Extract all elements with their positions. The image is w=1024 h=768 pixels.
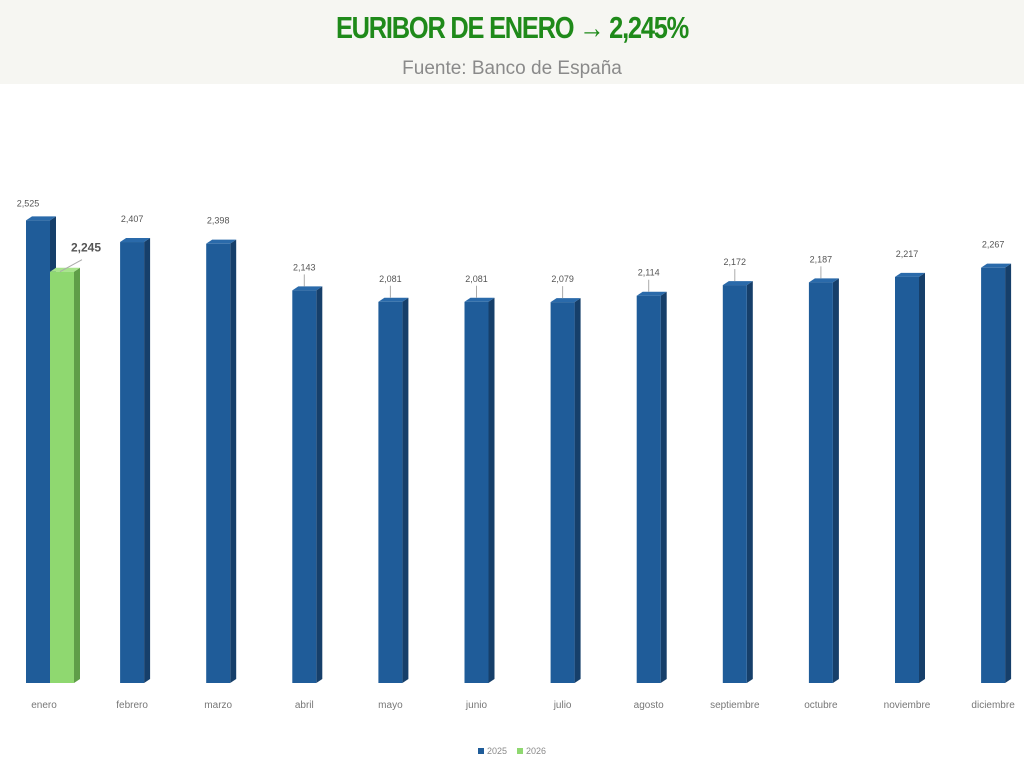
bar-chart: 2,525 2,245 enero 2,407 febrero 2,398 marzo 2,1… bbox=[17, 198, 1015, 711]
bar-2025-noviembre bbox=[895, 272, 925, 683]
data-label-2025-octubre: 2,187 bbox=[810, 254, 833, 264]
legend-label-2026: 2026 bbox=[526, 746, 547, 756]
chart-title: EURIBOR DE ENERO → 2,245% bbox=[335, 10, 689, 45]
data-label-2025-septiembre: 2,172 bbox=[724, 257, 747, 267]
data-label-2026-enero: 2,245 bbox=[71, 241, 101, 255]
data-label-2025-febrero: 2,407 bbox=[121, 214, 144, 224]
leader-line-2026-enero bbox=[59, 259, 83, 273]
chart-subtitle: Fuente: Banco de España bbox=[402, 58, 622, 79]
bar-2025-julio bbox=[550, 298, 581, 683]
legend-swatch-2025 bbox=[477, 748, 484, 754]
bar-2025-marzo bbox=[206, 239, 237, 683]
category-label-febrero: febrero bbox=[116, 700, 148, 711]
category-label-mayo: mayo bbox=[378, 700, 403, 711]
data-label-2025-agosto: 2,114 bbox=[638, 268, 660, 278]
data-label-2025-enero: 2,525 bbox=[17, 198, 40, 208]
category-label-enero: enero bbox=[31, 700, 57, 711]
legend-item-2026: 2026 bbox=[517, 746, 546, 756]
data-label-2025-abril: 2,143 bbox=[293, 262, 316, 272]
legend-swatch-2026 bbox=[517, 748, 523, 754]
category-label-agosto: agosto bbox=[634, 700, 664, 711]
category-label-junio: junio bbox=[465, 700, 488, 711]
bar-2025-septiembre bbox=[722, 281, 753, 683]
header-band bbox=[0, 0, 1024, 84]
data-label-2025-julio: 2,079 bbox=[551, 274, 574, 284]
chart-legend: 2025 2026 bbox=[0, 746, 1024, 756]
bar-2025-abril bbox=[292, 286, 323, 683]
bar-2025-junio bbox=[464, 297, 495, 683]
category-label-julio: julio bbox=[553, 700, 572, 711]
data-label-2025-marzo: 2,398 bbox=[207, 216, 230, 226]
category-label-noviembre: noviembre bbox=[884, 700, 931, 711]
category-label-abril: abril bbox=[295, 700, 314, 711]
legend-item-2025: 2025 bbox=[477, 746, 507, 756]
bar-2025-agosto bbox=[636, 291, 667, 683]
data-label-2025-noviembre: 2,217 bbox=[896, 249, 919, 259]
data-label-2025-mayo: 2,081 bbox=[379, 274, 402, 284]
category-label-septiembre: septiembre bbox=[710, 700, 760, 711]
bar-2026-enero bbox=[50, 267, 80, 683]
data-label-2025-diciembre: 2,267 bbox=[982, 240, 1005, 250]
legend-label-2025: 2025 bbox=[486, 746, 507, 756]
bar-2025-octubre bbox=[808, 278, 839, 683]
category-label-octubre: octubre bbox=[804, 700, 838, 711]
bar-2025-mayo bbox=[378, 297, 409, 683]
category-label-diciembre: diciembre bbox=[971, 700, 1015, 711]
bar-2025-diciembre bbox=[981, 263, 1012, 683]
bar-2025-febrero bbox=[120, 238, 151, 683]
category-label-marzo: marzo bbox=[204, 700, 232, 711]
data-label-2025-junio: 2,081 bbox=[465, 274, 488, 284]
